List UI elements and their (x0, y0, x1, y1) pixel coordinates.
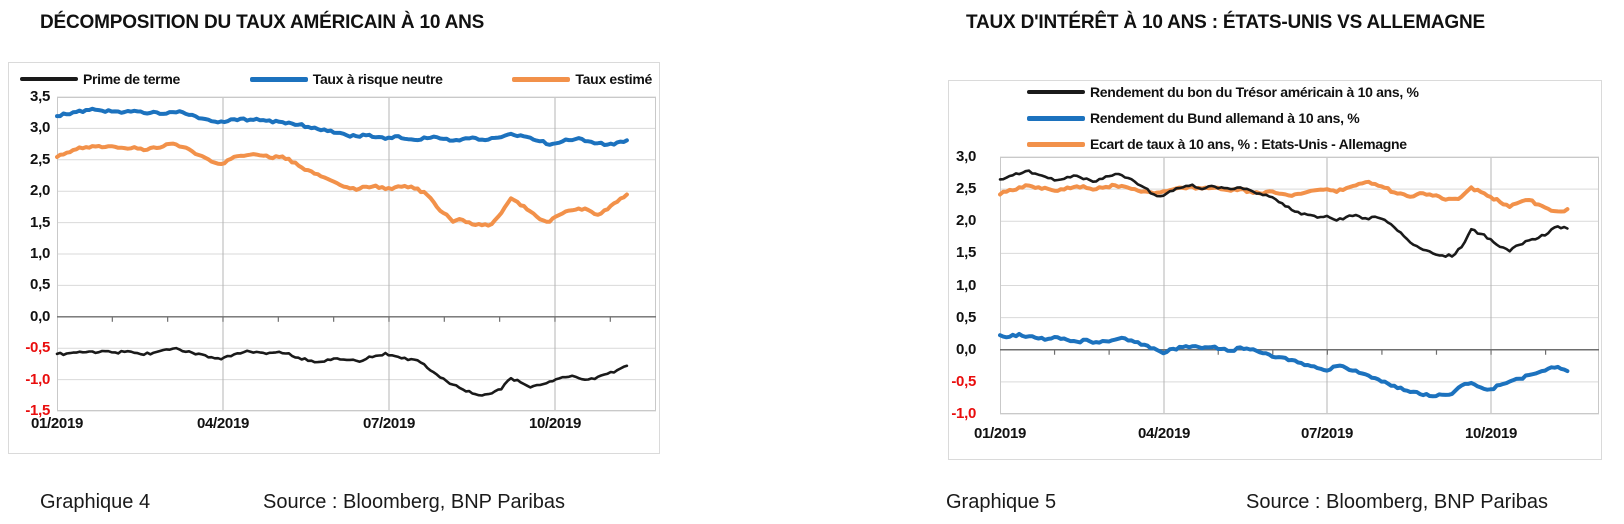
legend-label: Rendement du bon du Trésor américain à 1… (1090, 84, 1419, 100)
y-tick-label: 2,5 (956, 180, 976, 198)
series-line-right-chart-1 (998, 331, 1570, 399)
plot-border (1000, 157, 1599, 414)
legend-line-swatch-black (1027, 90, 1085, 94)
y-tick-label: 1,0 (956, 276, 976, 294)
legend-label: Taux à risque neutre (312, 71, 443, 87)
left-chart-legend: Prime de terme Taux à risque neutre Taux… (20, 71, 652, 87)
y-tick-label: 0,0 (30, 307, 50, 325)
y-tick-label: 3,5 (30, 88, 50, 105)
legend-item-us-treasury: Rendement du bon du Trésor américain à 1… (1027, 84, 1419, 100)
right-chart-title: TAUX D'INTÉRÊT À 10 ANS : ÉTATS-UNIS VS … (966, 12, 1485, 33)
y-tick-label: -0,5 (951, 372, 976, 390)
plot-border (57, 97, 656, 411)
y-tick-label: 3,0 (956, 148, 976, 165)
series-line-right-chart-0 (998, 169, 1569, 258)
x-tick-label: 07/2019 (1300, 425, 1354, 442)
y-tick-label: 2,0 (30, 182, 50, 200)
legend-item-ecart: Ecart de taux à 10 ans, % : Etats-Unis -… (1027, 136, 1419, 152)
legend-label: Ecart de taux à 10 ans, % : Etats-Unis -… (1090, 136, 1407, 152)
x-tick-label: 01/2019 (973, 425, 1027, 442)
y-tick-label: 0,5 (30, 276, 50, 294)
y-tick-label: 2,0 (956, 212, 976, 230)
x-tick-label: 07/2019 (362, 415, 416, 432)
legend-item-taux-risque-neutre: Taux à risque neutre (249, 71, 443, 87)
y-tick-label: 1,5 (30, 213, 50, 231)
legend-item-taux-estime: Taux estimé (512, 71, 652, 87)
x-tick-label: 04/2019 (196, 415, 250, 432)
series-line-left-chart-2 (55, 141, 629, 228)
legend-line-swatch-blue (1027, 115, 1085, 121)
y-tick-label: -0,5 (25, 339, 50, 357)
legend-item-prime-de-terme: Prime de terme (20, 71, 180, 87)
series-line-left-chart-0 (55, 346, 629, 397)
legend-label: Rendement du Bund allemand à 10 ans, % (1090, 110, 1360, 126)
left-chart-caption: Graphique 4 (40, 491, 151, 513)
legend-item-bund: Rendement du Bund allemand à 10 ans, % (1027, 110, 1419, 126)
y-tick-label: 1,0 (30, 245, 50, 262)
y-tick-label: 3,0 (30, 119, 50, 137)
x-tick-label: 01/2019 (30, 415, 84, 432)
x-tick-label: 04/2019 (1137, 425, 1191, 442)
legend-line-swatch-orange (512, 76, 571, 82)
legend-line-swatch-blue (249, 76, 308, 82)
right-chart-legend: Rendement du bon du Trésor américain à 1… (1027, 84, 1419, 152)
left-chart-frame (8, 62, 660, 454)
legend-line-swatch-orange (1027, 141, 1085, 147)
series-line-right-chart-2 (998, 179, 1570, 214)
y-tick-label: 0,0 (956, 340, 976, 358)
y-tick-label: -1,5 (25, 402, 50, 419)
legend-label: Prime de terme (83, 71, 180, 87)
y-tick-label: 2,5 (30, 150, 50, 168)
right-chart-plot (998, 156, 1599, 415)
y-tick-label: -1,0 (951, 405, 976, 422)
x-tick-label: 10/2019 (1464, 425, 1518, 442)
right-chart-caption: Graphique 5 (946, 491, 1057, 513)
y-tick-label: -1,0 (25, 370, 50, 388)
legend-line-swatch-black (20, 77, 78, 81)
right-chart-source: Source : Bloomberg, BNP Paribas (1246, 491, 1549, 513)
series-line-left-chart-1 (55, 106, 629, 147)
legend-label: Taux estimé (575, 71, 652, 87)
y-tick-label: 0,5 (956, 308, 976, 326)
y-tick-label: 1,5 (956, 244, 976, 262)
x-tick-label: 10/2019 (528, 415, 582, 432)
left-chart-title: DÉCOMPOSITION DU TAUX AMÉRICAIN À 10 ANS (40, 12, 485, 33)
left-chart-source: Source : Bloomberg, BNP Paribas (263, 491, 566, 513)
left-chart-plot (55, 96, 656, 412)
